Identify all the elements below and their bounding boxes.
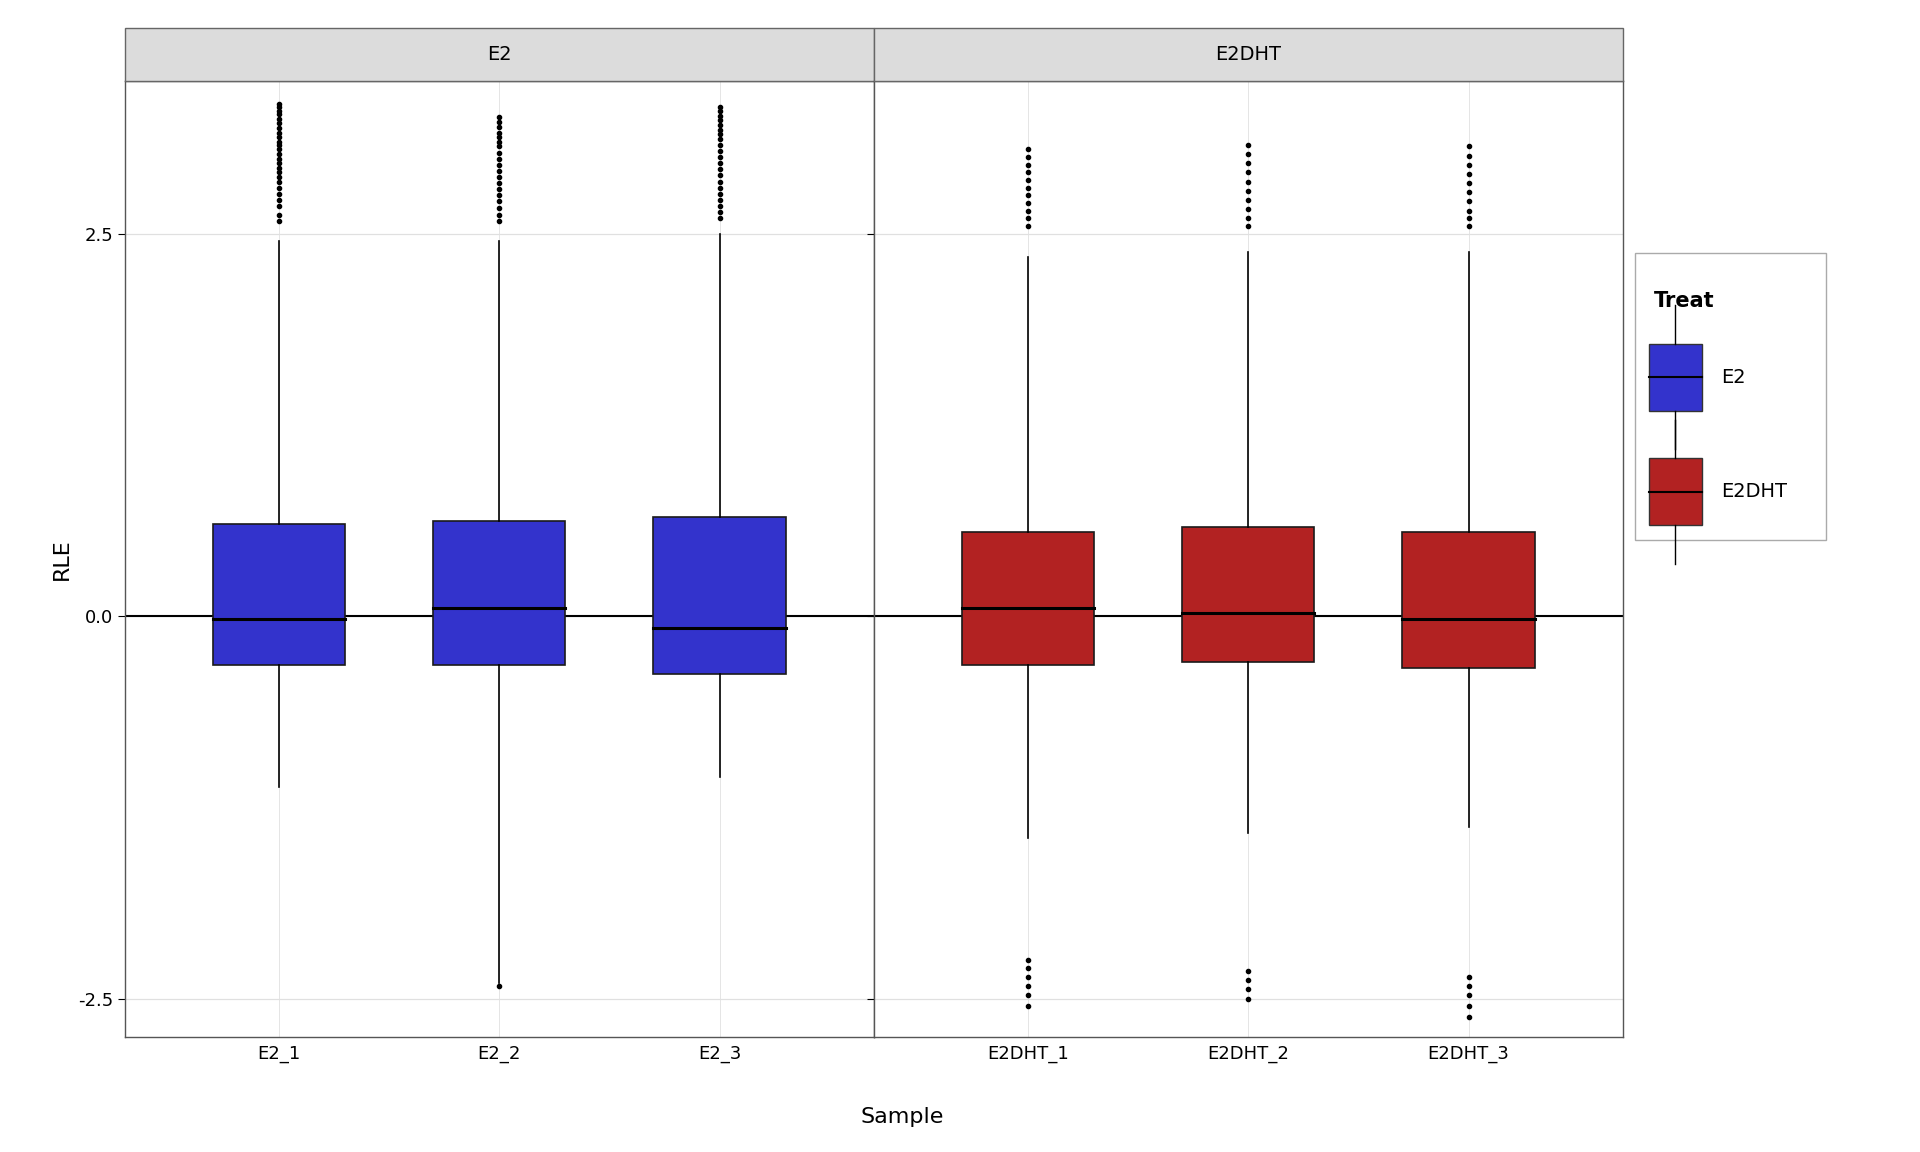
Text: E2DHT: E2DHT — [1215, 45, 1281, 63]
Bar — [434, 521, 564, 665]
Text: Sample: Sample — [860, 1107, 945, 1127]
Bar — [653, 516, 785, 674]
Text: E2: E2 — [488, 45, 511, 63]
Text: Treat: Treat — [1653, 291, 1715, 311]
Bar — [125, 28, 874, 81]
Bar — [1634, 252, 1826, 539]
Text: E2: E2 — [1720, 367, 1745, 387]
Bar — [962, 532, 1094, 665]
Y-axis label: RLE: RLE — [52, 538, 73, 579]
Bar — [1183, 528, 1315, 662]
Bar — [1649, 343, 1701, 410]
Bar — [874, 28, 1622, 81]
Bar — [1649, 458, 1701, 525]
Bar — [213, 524, 346, 665]
Text: E2DHT: E2DHT — [1720, 483, 1788, 501]
Bar — [1402, 532, 1534, 668]
